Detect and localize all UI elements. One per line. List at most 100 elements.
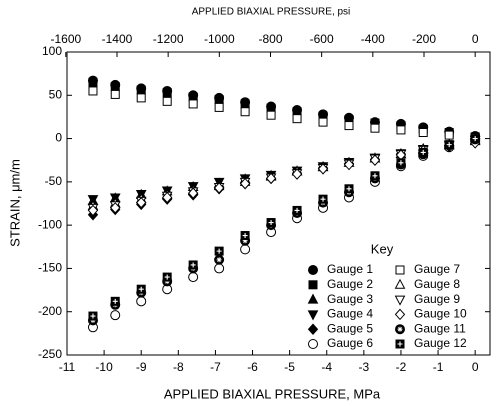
legend-marker (395, 324, 405, 335)
x-axis-title: APPLIED BIAXIAL PRESSURE, MPa (164, 386, 381, 401)
x-tick-label: -3 (359, 360, 370, 374)
plot-frame (66, 51, 491, 356)
x-tick-label: -11 (59, 360, 76, 374)
data-point (214, 102, 224, 112)
top-tick-label: -1600 (50, 32, 81, 46)
y-tick-label: -50 (45, 174, 63, 188)
legend-label: Gauge 1 (327, 262, 373, 276)
data-point (187, 187, 199, 199)
y-tick-label: -250 (38, 347, 62, 361)
data-point (396, 158, 406, 168)
data-point (369, 154, 381, 166)
data-point (188, 260, 198, 270)
data-point (88, 77, 98, 87)
legend-label: Gauge 9 (414, 292, 460, 306)
data-point (444, 140, 454, 150)
data-point (266, 218, 276, 228)
top-tick-label: -1400 (102, 32, 133, 46)
data-point (110, 296, 120, 306)
x-tick-label: -1 (433, 360, 444, 374)
y-tick-label: 50 (49, 87, 63, 101)
top-tick-label: -800 (258, 32, 282, 46)
legend-marker (395, 339, 405, 349)
legend-label: Gauge 3 (327, 292, 373, 306)
legend-marker (308, 265, 318, 275)
data-point (87, 204, 99, 217)
legend-label: Gauge 6 (327, 336, 373, 350)
data-point (162, 272, 172, 282)
data-point (110, 310, 121, 321)
legend-marker (307, 323, 319, 335)
data-point (418, 147, 428, 157)
data-point (188, 99, 198, 109)
data-point (344, 184, 354, 194)
y-axis-title: STRAIN, μm/m (7, 159, 22, 247)
data-point (370, 123, 380, 133)
top-tick-label: -200 (412, 32, 436, 46)
legend-marker (307, 293, 319, 304)
x-tick-label: -8 (173, 360, 184, 374)
top-tick-label: -1000 (204, 32, 235, 46)
y-tick-label: 100 (42, 44, 62, 58)
data-point (240, 244, 251, 255)
data-point (396, 125, 406, 135)
data-point (214, 95, 224, 105)
x-tick-label: -10 (95, 360, 113, 374)
data-point (110, 82, 120, 92)
x-tick-label: -6 (247, 360, 258, 374)
data-point (292, 205, 302, 215)
data-point (162, 191, 173, 204)
data-point (418, 128, 428, 138)
legend-marker (395, 265, 405, 275)
y-tick-label: 0 (55, 131, 62, 145)
legend-label: Gauge 2 (327, 277, 373, 291)
data-point (265, 172, 277, 185)
legend-label: Gauge 11 (414, 321, 466, 335)
x-tick-label: -9 (136, 360, 147, 374)
legend-label: Gauge 5 (327, 321, 373, 335)
legend-marker (307, 310, 319, 321)
data-point (470, 134, 480, 144)
top-tick-label: 0 (472, 32, 479, 46)
top-tick-label: -600 (310, 32, 334, 46)
data-point (318, 194, 328, 204)
data-point (162, 96, 172, 106)
data-point (87, 195, 99, 206)
legend-title: Key (371, 241, 394, 256)
data-point (370, 171, 380, 181)
data-point (136, 196, 147, 209)
data-point (240, 99, 250, 109)
top-tick-label: -1200 (153, 32, 184, 46)
data-point (136, 85, 146, 95)
legend-label: Gauge 10 (414, 307, 467, 321)
x-tick-label: 0 (472, 360, 479, 374)
data-point (291, 168, 303, 180)
data-point (188, 272, 199, 283)
data-point (239, 177, 251, 190)
legend-marker (394, 295, 406, 306)
x-tick-label: -4 (321, 360, 332, 374)
legend-marker (308, 339, 318, 349)
data-point (88, 311, 98, 321)
legend-marker (308, 280, 318, 290)
data-point (136, 296, 147, 307)
data-point (317, 163, 329, 175)
data-point (240, 107, 250, 117)
data-point (292, 114, 302, 124)
data-point (136, 284, 146, 294)
x-tick-label: -2 (396, 360, 407, 374)
data-point (344, 121, 354, 131)
data-point (444, 130, 454, 140)
legend-marker (394, 278, 406, 289)
data-point (214, 263, 225, 274)
data-point (88, 86, 98, 96)
data-point (240, 231, 250, 241)
x-tick-label: -7 (210, 360, 221, 374)
x-tick-label: -5 (284, 360, 295, 374)
y-tick-label: -150 (38, 261, 62, 275)
data-point (318, 117, 328, 127)
data-point (110, 202, 121, 214)
legend-marker (394, 308, 406, 321)
legend-label: Gauge 12 (414, 336, 467, 350)
